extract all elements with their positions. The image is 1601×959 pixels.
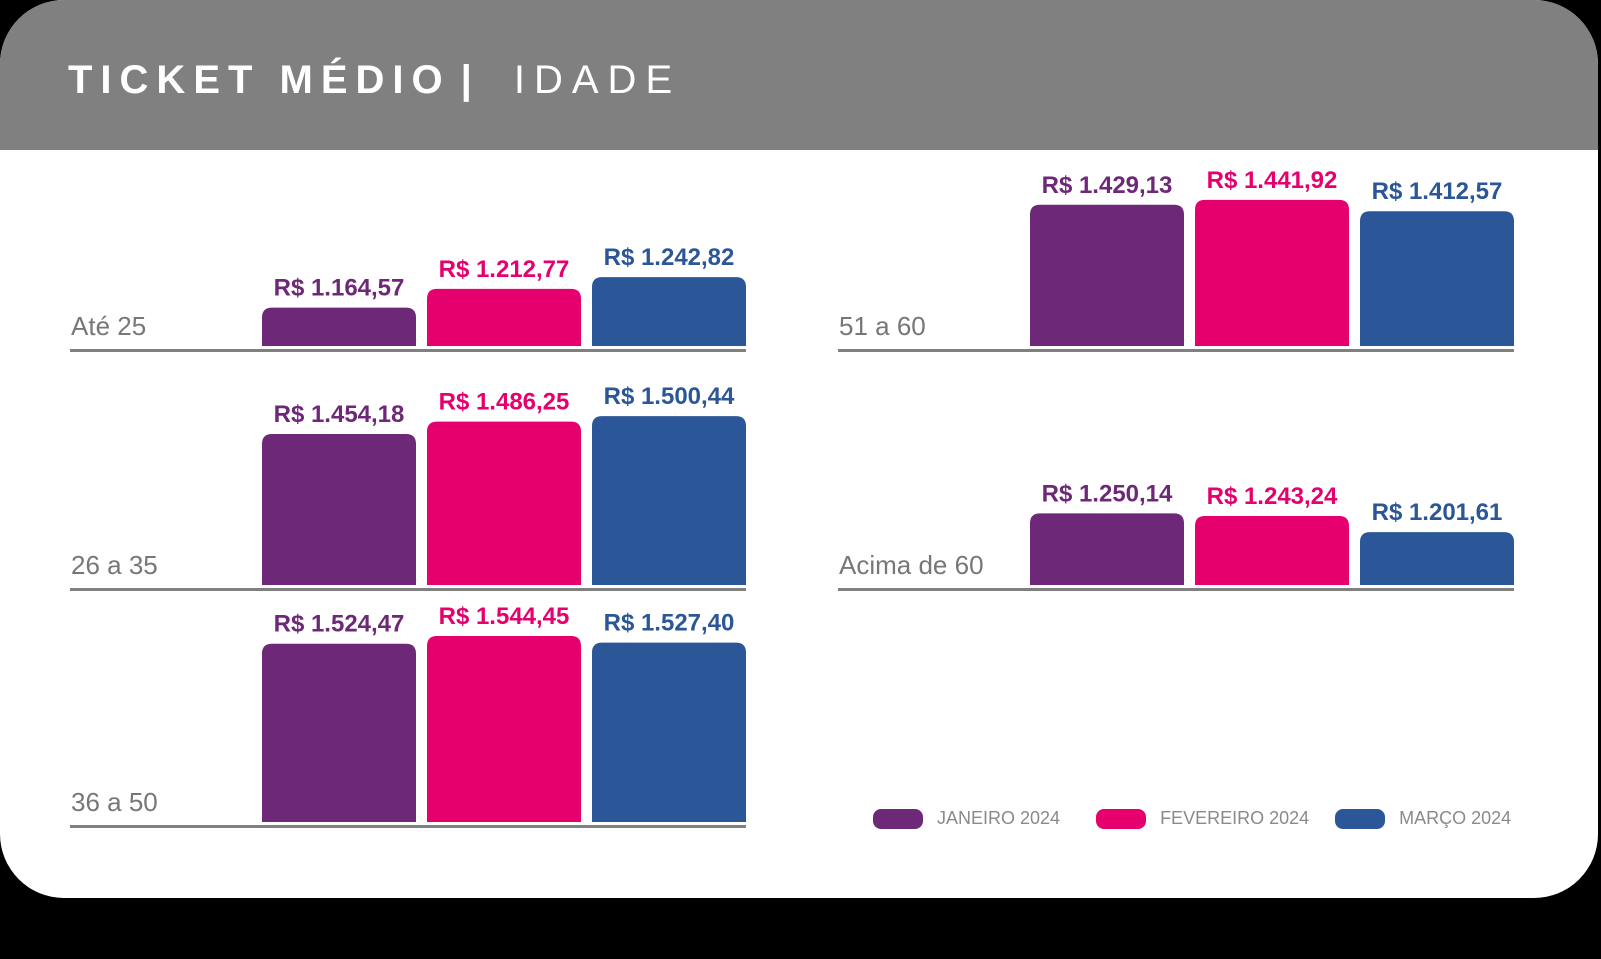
legend-label: FEVEREIRO 2024: [1160, 808, 1310, 828]
data-label: R$ 1.242,82: [604, 244, 735, 271]
bar: [1030, 513, 1184, 585]
bar: [1195, 516, 1349, 585]
page-title: TICKET MÉDIO | IDADE: [68, 52, 681, 108]
group-4: Acima de 60 R$ 1.250,14 R$ 1.243,24 R$ 1.20…: [838, 480, 1514, 591]
bar: [262, 434, 416, 585]
baseline: [838, 349, 1514, 352]
bar: [1030, 204, 1184, 346]
category-label: 26 a 35: [71, 550, 158, 580]
bar: [592, 416, 746, 585]
group-3: 51 a 60 R$ 1.429,13 R$ 1.441,92 R$ 1.412,57: [838, 167, 1514, 352]
data-label: R$ 1.486,25: [439, 389, 570, 416]
bar: [427, 635, 581, 822]
chart-legend: JANEIRO 2024 FEVEREIRO 2024 MARÇO 2024: [873, 808, 1511, 829]
legend-label: JANEIRO 2024: [937, 808, 1061, 828]
legend-item: FEVEREIRO 2024: [1096, 808, 1309, 829]
group-1: 26 a 35 R$ 1.454,18 R$ 1.486,25 R$ 1.500,44: [70, 383, 746, 591]
bar: [1360, 532, 1514, 585]
legend-swatch: [873, 808, 923, 829]
category-label: 36 a 50: [71, 787, 158, 817]
bar: [262, 643, 416, 822]
bar: [1195, 199, 1349, 346]
title-separator: |: [460, 58, 480, 102]
data-label: R$ 1.544,45: [439, 603, 570, 630]
legend-label: MARÇO 2024: [1399, 808, 1512, 828]
legend-item: MARÇO 2024: [1335, 808, 1511, 829]
category-label: Até 25: [71, 311, 146, 341]
legend-swatch: [1096, 808, 1147, 829]
bar: [262, 307, 416, 346]
data-label: R$ 1.524,47: [274, 611, 405, 638]
header-bar: TICKET MÉDIO | IDADE: [0, 0, 1598, 150]
title-main: TICKET MÉDIO: [68, 58, 451, 102]
bar: [592, 277, 746, 346]
data-label: R$ 1.201,61: [1372, 499, 1503, 526]
data-label: R$ 1.454,18: [274, 401, 405, 428]
data-label: R$ 1.500,44: [604, 383, 735, 410]
data-label: R$ 1.164,57: [274, 275, 405, 302]
legend-item: JANEIRO 2024: [873, 808, 1060, 829]
data-label: R$ 1.429,13: [1042, 172, 1173, 199]
category-label: 51 a 60: [839, 311, 926, 341]
bar: [427, 421, 581, 585]
baseline: [838, 588, 1514, 591]
chart-card: TICKET MÉDIO | IDADE Até 25 R$ 1.164,57 R$ 1…: [0, 0, 1598, 898]
category-label: Acima de 60: [839, 550, 984, 580]
data-label: R$ 1.212,77: [439, 256, 570, 283]
bar: [1360, 211, 1514, 346]
data-label: R$ 1.250,14: [1042, 480, 1173, 507]
data-label: R$ 1.527,40: [604, 610, 735, 637]
bar-chart: Até 25 R$ 1.164,57 R$ 1.212,77 R$ 1.242,82 2…: [70, 167, 1514, 828]
data-label: R$ 1.243,24: [1207, 483, 1338, 510]
baseline: [70, 349, 746, 352]
data-label: R$ 1.441,92: [1207, 167, 1338, 194]
legend-swatch: [1335, 808, 1386, 829]
baseline: [70, 588, 746, 591]
baseline: [70, 825, 746, 828]
group-0: Até 25 R$ 1.164,57 R$ 1.212,77 R$ 1.242,82: [70, 244, 746, 352]
bar: [592, 642, 746, 822]
title-subtitle: IDADE: [513, 58, 682, 102]
group-2: 36 a 50 R$ 1.524,47 R$ 1.544,45 R$ 1.527,40: [70, 603, 746, 828]
bar: [427, 288, 581, 346]
data-label: R$ 1.412,57: [1372, 178, 1503, 205]
